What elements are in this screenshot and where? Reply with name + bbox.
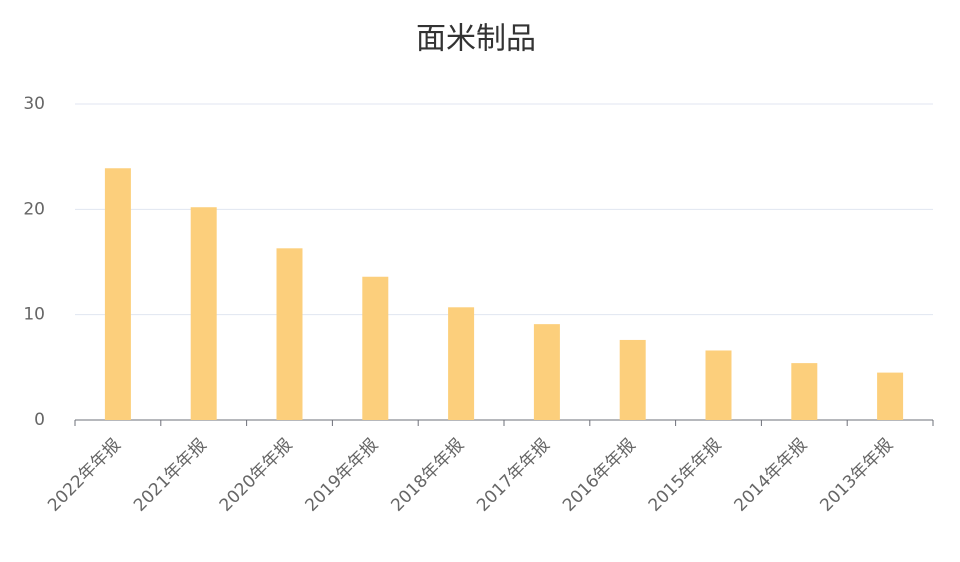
x-tick-label: 2020年年报 [216, 435, 297, 516]
x-tick-label: 2019年年报 [302, 435, 383, 516]
x-tick-label: 2018年年报 [387, 435, 468, 516]
bar [619, 339, 646, 420]
x-tick-label: 2015年年报 [645, 435, 726, 516]
x-tick-label: 2014年年报 [731, 435, 812, 516]
bar [190, 207, 217, 420]
bar [362, 276, 389, 420]
bar [276, 248, 303, 420]
bar [104, 168, 131, 420]
x-tick-label: 2021年年报 [130, 435, 211, 516]
y-tick-label: 10 [23, 305, 45, 325]
bar [705, 350, 732, 420]
x-tick-label: 2017年年报 [473, 435, 554, 516]
y-tick-label: 0 [34, 410, 45, 430]
bar [791, 363, 818, 420]
bar [877, 372, 904, 420]
y-tick-label: 30 [23, 94, 45, 114]
bar [533, 324, 560, 420]
chart-title: 面米制品 [416, 22, 536, 57]
bar [448, 307, 475, 420]
x-tick-label: 2013年年报 [816, 435, 897, 516]
x-tick-label: 2016年年报 [559, 435, 640, 516]
x-tick-label: 2022年年报 [44, 435, 125, 516]
y-tick-label: 20 [23, 199, 45, 219]
